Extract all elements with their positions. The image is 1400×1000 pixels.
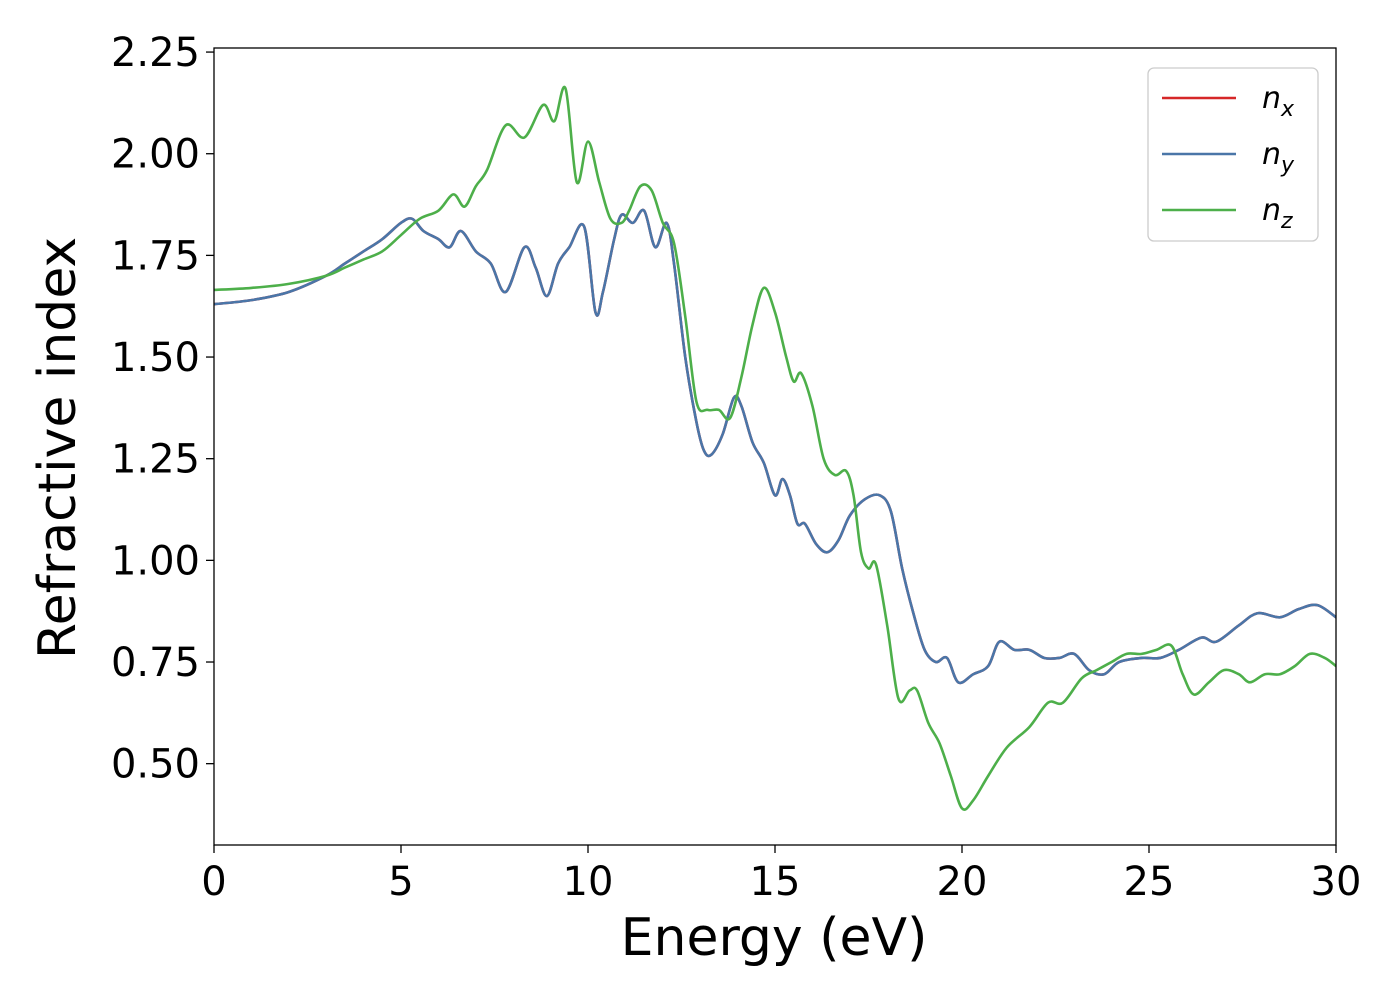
x-axis-title: Energy (eV)	[621, 908, 928, 968]
y-tick-label: 2.00	[111, 132, 200, 178]
y-tick-label: 1.00	[111, 538, 200, 584]
axes-layer: 0 5 10 15 20 25 30 0.50 0.75 1.00 1.25 1.50 1.75 2.00…	[111, 30, 1362, 905]
y-tick-label: 2.25	[111, 30, 200, 76]
y-tick-label: 1.50	[111, 335, 200, 381]
series-line-n-z	[214, 85, 1336, 811]
legend-subscript: z	[1280, 209, 1293, 234]
y-tick-label: 0.50	[111, 742, 200, 788]
x-tick-label: 20	[937, 859, 988, 905]
x-tick-label: 5	[388, 859, 413, 905]
y-tick-label: 0.75	[111, 640, 200, 686]
x-tick-label: 30	[1311, 859, 1362, 905]
series-line-n-y	[214, 208, 1336, 685]
y-tick-label: 1.25	[111, 437, 200, 483]
legend-subscript: y	[1280, 153, 1295, 178]
legend-subscript: x	[1280, 97, 1295, 122]
series-layer	[214, 85, 1336, 811]
y-tick-label: 1.75	[111, 233, 200, 279]
x-tick-label: 25	[1124, 859, 1175, 905]
y-axis-title: Refractive index	[28, 237, 88, 659]
x-tick-label: 0	[201, 859, 226, 905]
x-tick-label: 10	[563, 859, 614, 905]
x-tick-label: 15	[750, 859, 801, 905]
